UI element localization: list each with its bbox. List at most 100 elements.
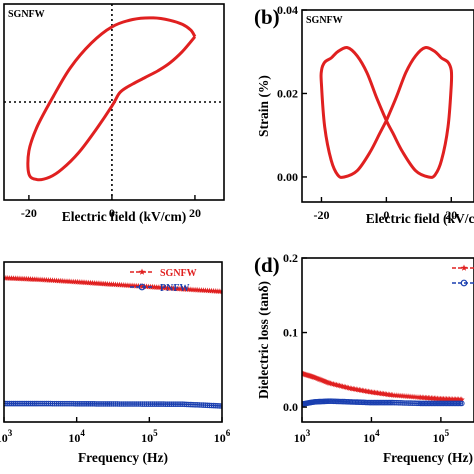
series-2-circle-marker xyxy=(176,401,182,408)
series-2-circle-marker xyxy=(388,399,395,406)
series-2-circle-marker xyxy=(402,400,408,406)
series-line-1 xyxy=(319,46,454,179)
series-2-circle-marker xyxy=(149,401,156,407)
plot-frame xyxy=(3,3,225,201)
plot-area xyxy=(302,370,465,407)
legend-label-2: PNFW xyxy=(160,283,189,294)
x-axis-title: Electric field (kV/cm) xyxy=(366,211,474,226)
series-line-1 xyxy=(26,16,197,182)
series-2-circle-marker xyxy=(27,400,34,407)
series-2-circle-marker xyxy=(82,401,88,407)
panel-label: (d) xyxy=(254,253,280,277)
y-tick-label: 0.04 xyxy=(277,3,298,17)
series-2-circle-marker xyxy=(459,400,465,407)
series-2-circle-marker xyxy=(20,400,26,407)
x-tick-label: -20 xyxy=(21,206,37,220)
x-axis-title: Frequency (Hz) xyxy=(383,450,473,465)
series-2-circle-marker xyxy=(161,401,167,407)
series-2-circle-marker xyxy=(16,400,22,407)
y-tick-label: 0.02 xyxy=(277,86,298,100)
y-tick-label: 0.1 xyxy=(283,326,298,340)
x-tick-label: -20 xyxy=(313,208,329,222)
series-2-circle-marker xyxy=(35,400,41,407)
series-2-circle-marker xyxy=(145,401,152,407)
series-2-circle-marker xyxy=(84,401,90,407)
series-2-circle-marker xyxy=(406,400,412,406)
x-axis-title: Electric field (kV/cm) xyxy=(62,209,186,224)
series-2-circle-marker xyxy=(147,401,154,407)
x-tick-label: 103 xyxy=(294,428,311,445)
series-2-circle-marker xyxy=(174,401,180,408)
series-2-circle-marker xyxy=(18,400,24,407)
x-tick-label: 0 xyxy=(383,208,389,222)
series-2-circle-marker xyxy=(25,400,32,407)
x-tick-label: 104 xyxy=(363,428,380,445)
legend-circle-marker xyxy=(138,283,146,291)
x-tick-label: 105 xyxy=(141,428,158,445)
series-2-circle-marker xyxy=(97,401,103,407)
x-tick-label: 103 xyxy=(0,428,13,445)
x-tick-label: 20 xyxy=(189,206,201,220)
y-axis-title: Strain (%) xyxy=(256,75,271,137)
series-2-circle-marker xyxy=(398,400,404,406)
plot-frame xyxy=(301,9,474,203)
y-tick-label: 0.00 xyxy=(277,170,298,184)
sample-annotation: SGNFW xyxy=(8,9,45,20)
series-2-circle-marker xyxy=(78,401,84,407)
series-2-circle-marker xyxy=(396,400,402,406)
series-2-circle-marker xyxy=(4,400,7,407)
series-2-circle-marker xyxy=(404,400,410,406)
plot-frame xyxy=(3,261,223,423)
series-2-circle-marker xyxy=(85,401,92,407)
series-2-circle-marker xyxy=(102,401,109,407)
y-axis-title: Dielectric loss (tanδ) xyxy=(256,281,271,399)
series-2-circle-marker xyxy=(23,400,30,407)
series-2-circle-marker xyxy=(89,401,96,407)
series-2-circle-marker xyxy=(74,401,81,407)
series-2-circle-marker xyxy=(178,401,184,408)
series-2-circle-marker xyxy=(31,400,38,407)
series-2-circle-marker xyxy=(29,400,36,407)
series-2-circle-marker xyxy=(408,400,414,406)
series-2-circle-marker xyxy=(394,399,400,406)
series-2-circle-marker xyxy=(93,401,99,407)
x-axis-title: Frequency (Hz) xyxy=(78,450,168,465)
legend-label-1: SGNFW xyxy=(160,268,197,279)
series-2-circle-marker xyxy=(49,400,56,407)
series-2-circle-marker xyxy=(101,401,107,407)
series-2-circle-marker xyxy=(172,401,178,408)
series-2-circle-marker xyxy=(5,400,11,407)
series-2-circle-marker xyxy=(87,401,94,407)
sample-annotation: SGNFW xyxy=(306,15,343,26)
series-2-circle-marker xyxy=(8,400,15,407)
series-2-circle-marker xyxy=(414,400,420,407)
series-1-star-marker xyxy=(458,396,465,403)
series-2-circle-marker xyxy=(155,401,161,407)
x-tick-label: 106 xyxy=(214,428,231,445)
series-2-circle-marker xyxy=(153,401,160,407)
series-2-circle-marker xyxy=(12,400,19,407)
legend-star-marker xyxy=(460,264,468,271)
series-2-circle-marker xyxy=(143,401,150,407)
chart-panel-4: 103 104 105 0.0 0.1 0.2 Frequency (Hz) Dielectr… xyxy=(254,251,474,465)
y-tick-label: 0.2 xyxy=(283,251,298,265)
series-2-circle-marker xyxy=(157,401,163,407)
series-2-circle-marker xyxy=(95,401,101,407)
series-2-circle-marker xyxy=(55,400,62,407)
series-2-circle-marker xyxy=(151,401,158,407)
series-2-circle-marker xyxy=(10,400,17,407)
series-2-circle-marker xyxy=(129,401,135,407)
x-tick-label: 20 xyxy=(445,208,457,222)
plot-area xyxy=(319,46,454,179)
legend-star-marker xyxy=(138,268,146,275)
series-2-circle-marker xyxy=(72,401,79,407)
series-2-circle-marker xyxy=(76,401,82,407)
series-2-circle-marker xyxy=(33,400,39,407)
legend-circle-marker xyxy=(460,279,468,287)
plot-frame xyxy=(301,257,474,423)
chart-panel-2: -20 0 20 0.00 0.02 0.04 Electric field (kV/cm)… xyxy=(254,3,474,226)
series-2-circle-marker xyxy=(400,400,406,406)
x-tick-label: 0 xyxy=(109,206,115,220)
